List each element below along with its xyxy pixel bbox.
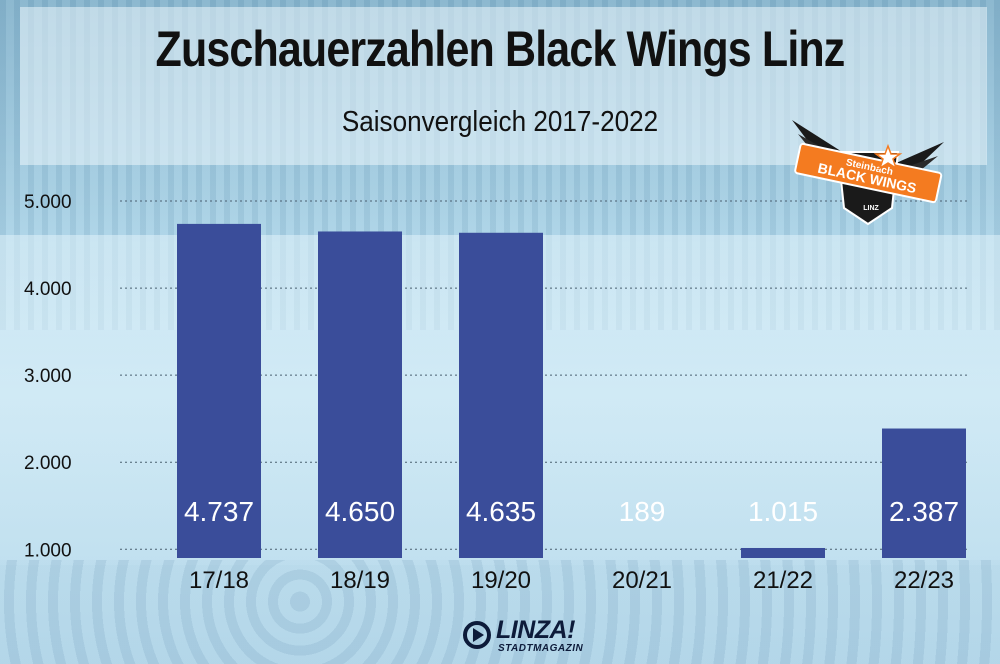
bar-value-label: 2.387 — [889, 496, 959, 527]
background-crowd — [0, 560, 1000, 664]
y-tick-label: 5.000 — [24, 192, 72, 213]
bar — [741, 547, 825, 558]
y-tick-label: 1.000 — [24, 540, 72, 561]
brand-tagline: STADTMAGAZIN — [498, 643, 584, 654]
linza-brand: LINZA! STADTMAGAZIN — [462, 616, 602, 656]
logo-line3: LINZ — [863, 205, 879, 212]
bar — [459, 232, 543, 558]
star-icon — [873, 143, 903, 170]
title-panel — [20, 7, 987, 165]
y-tick-label: 4.000 — [24, 279, 72, 300]
x-tick-label: 18/19 — [330, 567, 390, 594]
bar — [882, 428, 966, 558]
y-tick-label: 3.000 — [24, 366, 72, 387]
x-tick-label: 17/18 — [189, 567, 249, 594]
bar-value-label: 4.635 — [466, 496, 536, 527]
black-wings-logo: Steinbach BLACK WINGS LINZ — [792, 120, 944, 226]
bar-value-label: 4.650 — [325, 496, 395, 527]
play-circle-icon — [463, 621, 491, 649]
bar — [318, 231, 402, 558]
logo-banner — [794, 142, 943, 204]
bar-value-label: 189 — [619, 496, 666, 527]
chart-title: Zuschauerzahlen Black Wings Linz — [155, 21, 846, 77]
x-tick-label: 20/21 — [612, 567, 672, 594]
bar-value-label: 1.015 — [748, 496, 818, 527]
x-tick-label: 22/23 — [894, 567, 954, 594]
y-tick-label: 2.000 — [24, 453, 72, 474]
x-tick-label: 19/20 — [471, 567, 531, 594]
chart-subtitle: Saisonvergleich 2017-2022 — [341, 106, 659, 138]
bar — [177, 223, 261, 558]
x-tick-label: 21/22 — [753, 567, 813, 594]
brand-name: LINZA! — [496, 616, 575, 644]
bar-value-label: 4.737 — [184, 496, 254, 527]
